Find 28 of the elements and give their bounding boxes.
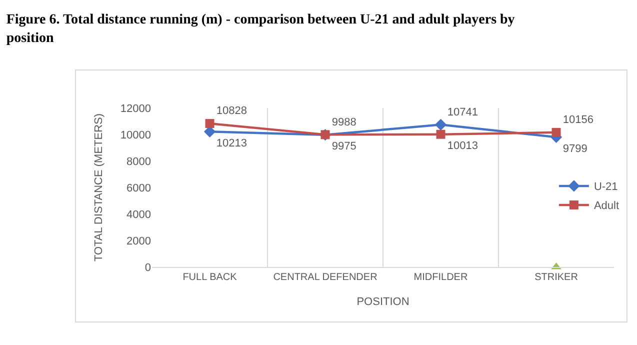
x-tick-label: STRIKER	[534, 272, 578, 283]
y-tick-label: 8000	[126, 156, 151, 168]
x-axis-title: POSITION	[356, 296, 410, 308]
data-label: 10013	[447, 140, 478, 152]
data-label: 9799	[562, 143, 588, 156]
x-tick-label: MIDFILDER	[414, 272, 468, 283]
point	[436, 130, 446, 139]
x-tick-label: FULL BACK	[182, 272, 238, 283]
data-label: 10828	[216, 105, 247, 118]
chart-title: Figure 6. Total distance running (m) - comparison between U-21 and adult players by position	[6, 12, 515, 46]
data-label: 9988	[332, 116, 356, 128]
data-label: 9975	[332, 140, 356, 153]
y-axis-title: TOTAL DISTANCE (METERS)	[93, 113, 106, 262]
x-tick-label: CENTRAL DEFENDER	[273, 272, 378, 283]
y-tick-label: 6000	[126, 182, 151, 194]
data-label: 10156	[562, 114, 594, 126]
y-tick-label: 2000	[126, 235, 151, 248]
data-label: 10213	[216, 138, 247, 150]
legend-label: U-21	[594, 181, 618, 194]
point	[434, 118, 447, 131]
point	[552, 128, 561, 137]
data-label: 10741	[447, 106, 478, 118]
y-tick-label: 12000	[120, 102, 151, 115]
legend-label: Adult	[594, 200, 620, 212]
point	[205, 119, 214, 128]
y-tick-label: 0	[144, 262, 151, 274]
y-tick-label: 10000	[120, 129, 151, 142]
y-tick-label: 4000	[126, 208, 151, 221]
